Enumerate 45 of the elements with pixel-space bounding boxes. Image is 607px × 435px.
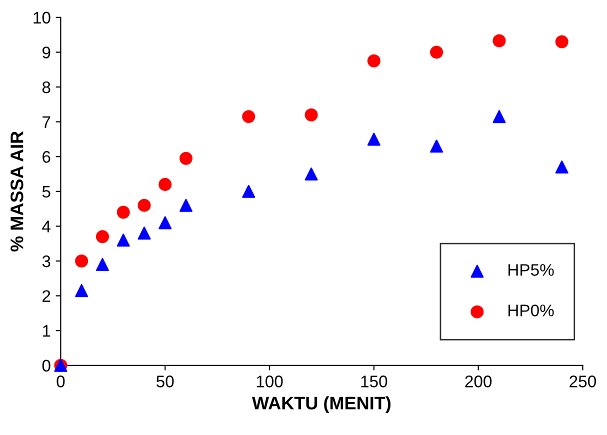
y-tick-label: 10 bbox=[34, 12, 50, 24]
x-tick-label: 50 bbox=[156, 376, 174, 388]
y-tick-label: 9 bbox=[42, 46, 50, 58]
y-tick-label: 8 bbox=[42, 81, 50, 94]
y-tick-label: 4 bbox=[42, 220, 50, 232]
point bbox=[242, 184, 256, 198]
x-tick-label: 250 bbox=[570, 376, 596, 388]
point bbox=[492, 110, 506, 124]
y-tick-label: 6 bbox=[42, 151, 50, 163]
point bbox=[158, 178, 172, 191]
point bbox=[430, 140, 444, 153]
legend-label: HP5% bbox=[508, 264, 554, 276]
point bbox=[116, 234, 130, 247]
point bbox=[138, 226, 151, 240]
point bbox=[116, 206, 130, 219]
point bbox=[430, 46, 444, 59]
point bbox=[179, 152, 192, 165]
x-tick-label: 100 bbox=[256, 376, 283, 388]
x-axis-title: WAKTU (MENIT) bbox=[252, 396, 391, 414]
legend-label: HP0% bbox=[508, 304, 554, 316]
y-tick-label: 3 bbox=[42, 255, 50, 268]
y-tick-label: 1 bbox=[42, 325, 50, 337]
point bbox=[367, 54, 380, 68]
x-tick-label: 200 bbox=[465, 376, 492, 388]
y-tick-label: 0 bbox=[42, 360, 50, 372]
point bbox=[179, 198, 192, 212]
x-tick-label: 150 bbox=[361, 376, 388, 388]
point bbox=[96, 230, 109, 244]
point bbox=[367, 132, 380, 146]
point bbox=[96, 258, 109, 271]
point bbox=[242, 110, 256, 124]
point bbox=[555, 160, 568, 174]
point bbox=[555, 35, 568, 48]
point bbox=[304, 167, 318, 181]
point bbox=[304, 108, 318, 122]
point bbox=[75, 284, 88, 298]
y-tick-label: 7 bbox=[42, 116, 50, 128]
point bbox=[158, 216, 172, 230]
y-tick-label: 2 bbox=[42, 290, 50, 302]
x-tick-label: 0 bbox=[56, 376, 65, 388]
y-axis-title: % MASSA AIR bbox=[10, 131, 24, 252]
point bbox=[75, 254, 88, 268]
y-tick-label: 5 bbox=[42, 186, 50, 198]
point bbox=[138, 198, 151, 212]
point bbox=[492, 34, 506, 48]
